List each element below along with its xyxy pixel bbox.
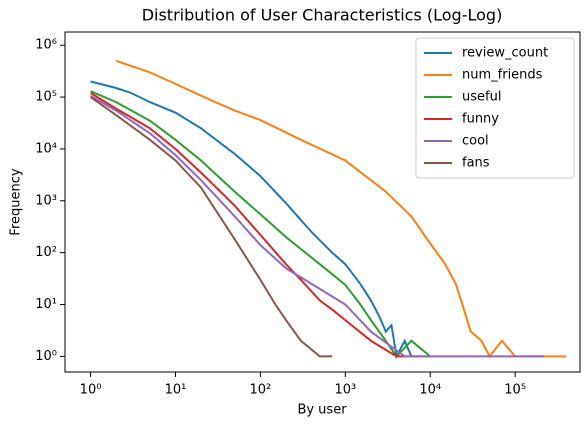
y-tick-label: 10⁶ [35, 38, 57, 53]
series-line [90, 96, 333, 358]
legend-label: funny [462, 112, 499, 127]
series-line [90, 92, 418, 358]
legend-box [415, 37, 575, 179]
x-tick-label: 10⁰ [80, 383, 102, 398]
chart-title: Distribution of User Characteristics (Lo… [142, 6, 503, 25]
plot-frame [64, 31, 581, 373]
legend-label: useful [462, 90, 501, 105]
y-tick-label: 10⁰ [35, 349, 57, 364]
y-tick-label: 10³ [35, 193, 57, 208]
legend-label: review_count [462, 46, 548, 61]
x-tick-label: 10³ [334, 383, 356, 398]
y-axis-label: Frequency [9, 168, 24, 235]
y-tick-label: 10² [35, 245, 57, 260]
x-tick-label: 10¹ [165, 383, 187, 398]
y-tick-label: 10¹ [35, 297, 57, 312]
series-line [115, 59, 567, 359]
x-tick-label: 10⁴ [419, 383, 441, 398]
x-tick-label: 10⁵ [504, 383, 526, 398]
legend-label: num_friends [462, 68, 543, 83]
series-line [90, 80, 431, 360]
y-tick-label: 10⁴ [35, 141, 57, 156]
y-tick-label: 10⁵ [35, 90, 57, 105]
series-line [90, 95, 545, 358]
x-tick-label: 10² [250, 383, 272, 398]
series-line [90, 90, 431, 358]
legend-label: cool [462, 134, 489, 149]
x-axis-label: By user [297, 403, 347, 418]
legend-label: fans [462, 156, 490, 171]
